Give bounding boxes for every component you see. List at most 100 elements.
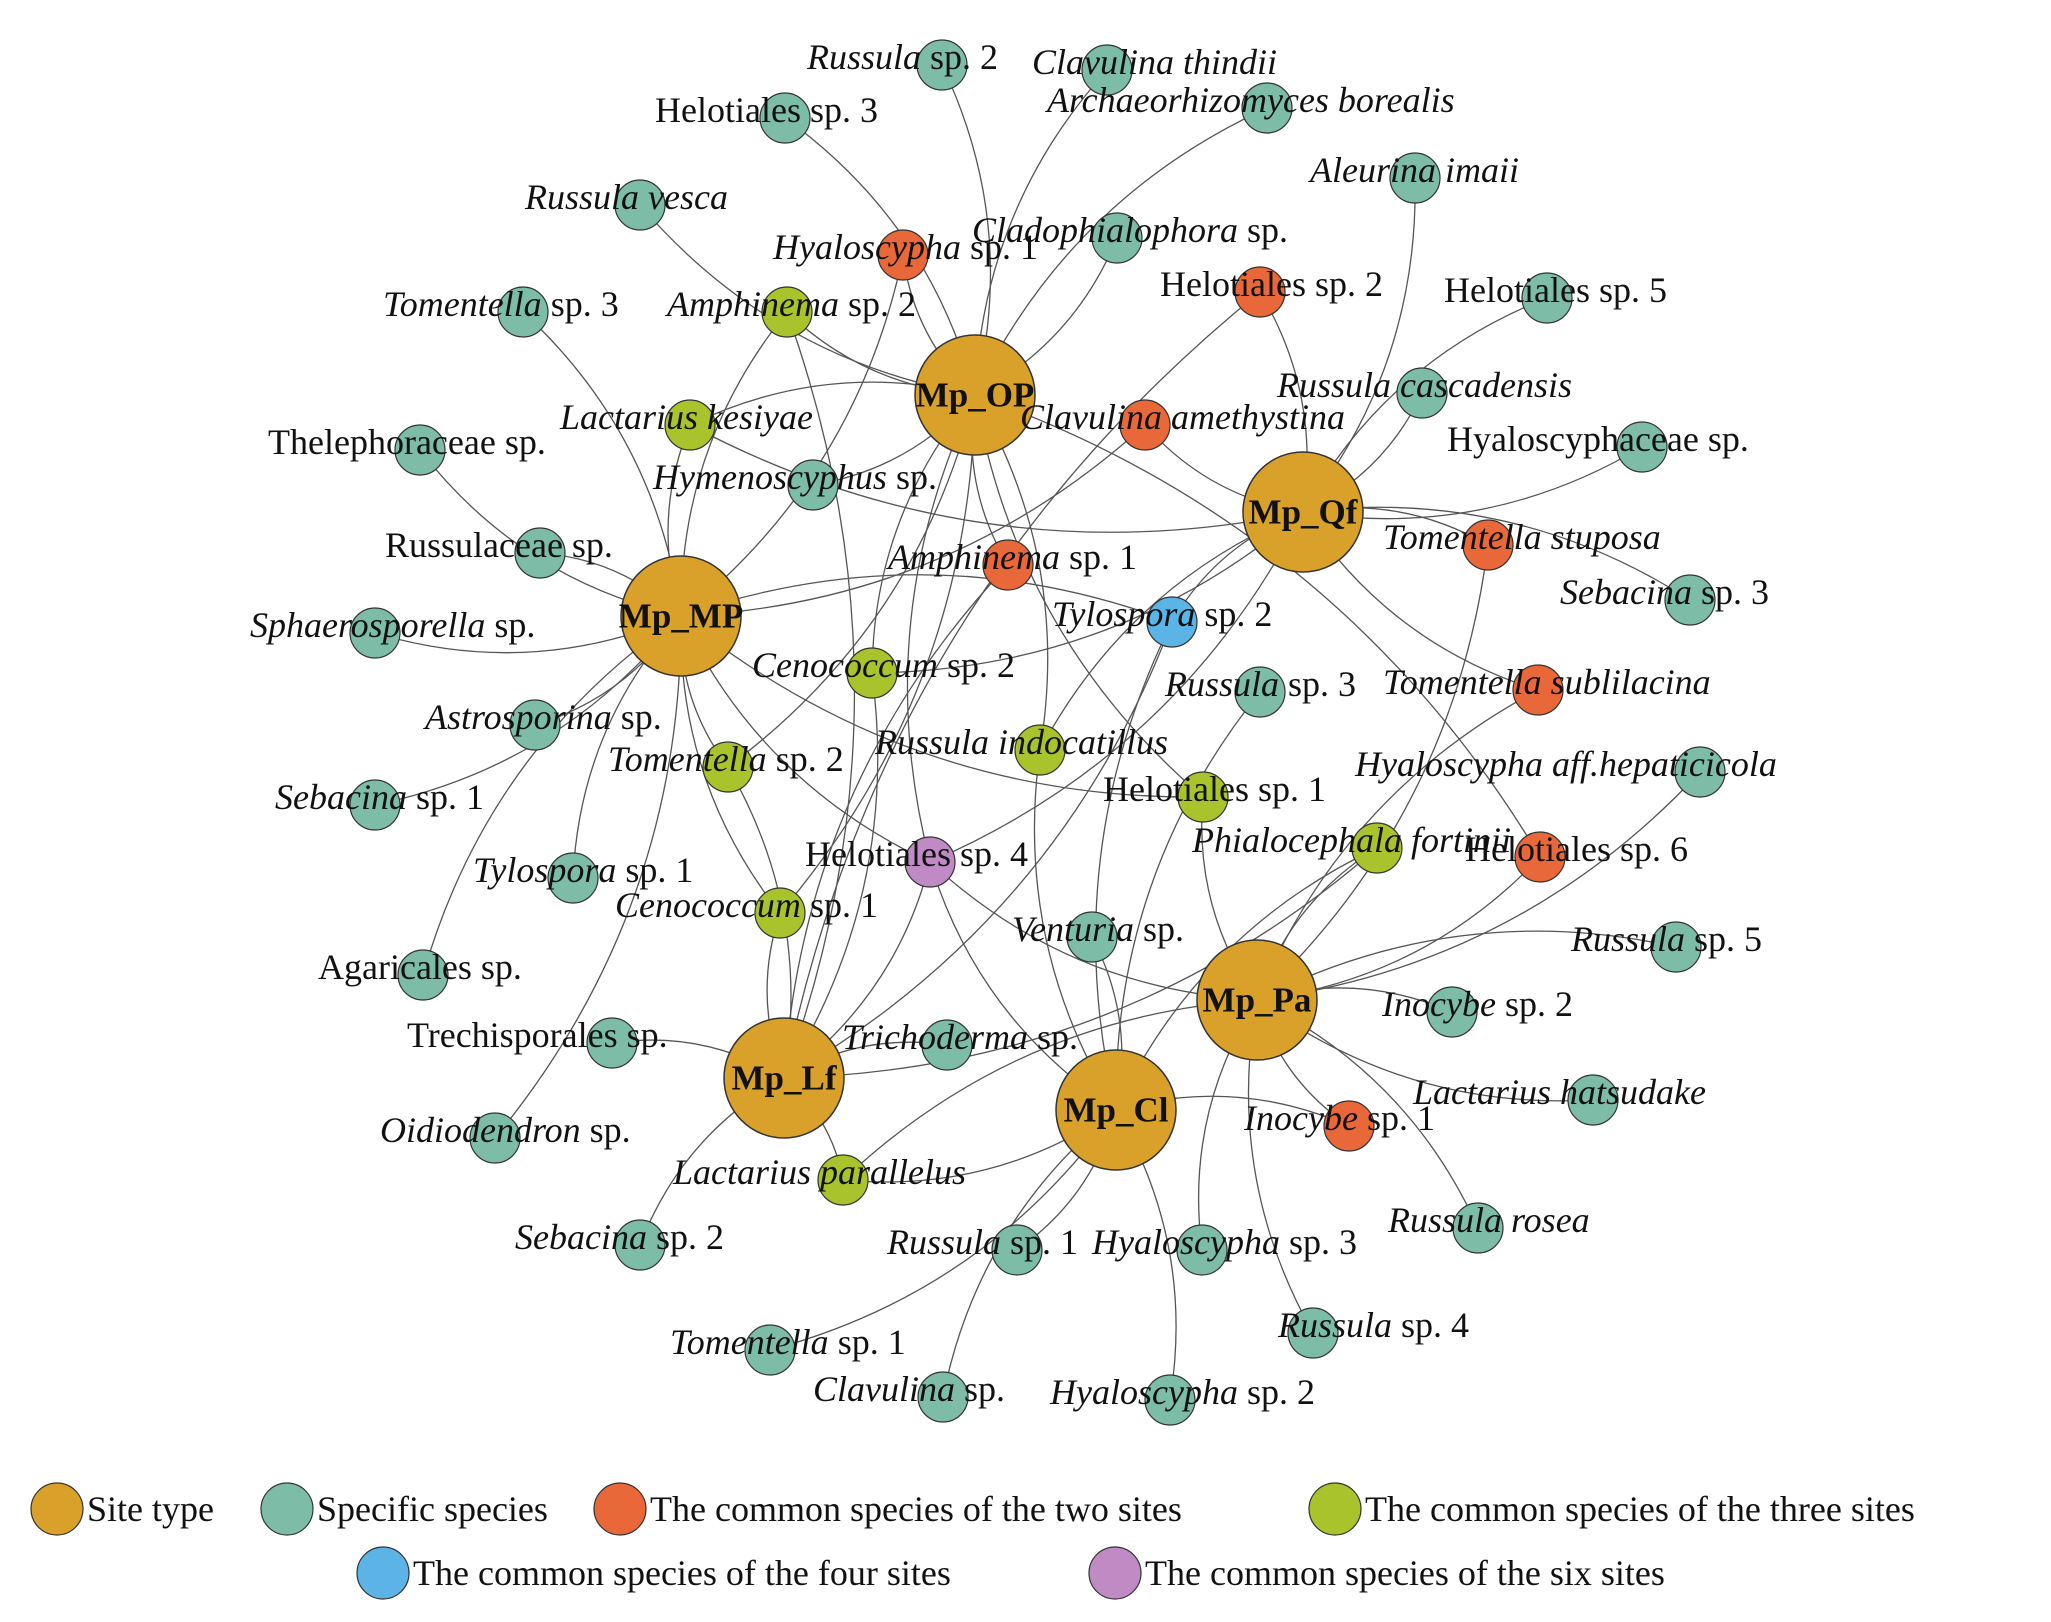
species-node-s50[interactable] (991, 1224, 1043, 1276)
species-node-s42[interactable] (1426, 986, 1478, 1038)
edge-s14-Qf (689, 424, 1304, 533)
legend-swatch-three (1308, 1482, 1362, 1536)
species-node-s56[interactable] (1144, 1374, 1196, 1426)
species-node-s2[interactable] (1081, 44, 1133, 96)
species-node-s13[interactable] (1396, 367, 1448, 419)
species-label-part-s12-0: Amphinema (665, 284, 839, 324)
species-node-s36[interactable] (1514, 831, 1566, 883)
species-node-s15[interactable] (1119, 399, 1171, 451)
species-label-part-s26-1: sp. 3 (1279, 664, 1356, 704)
species-node-s25[interactable] (846, 647, 898, 699)
species-node-s35[interactable] (904, 836, 956, 888)
species-node-s29[interactable] (702, 741, 754, 793)
site-node-Lf[interactable] (723, 1017, 845, 1139)
species-node-s55[interactable] (917, 1371, 969, 1423)
species-node-s14[interactable] (664, 399, 716, 451)
species-node-s3[interactable] (759, 92, 811, 144)
species-node-s22[interactable] (1664, 574, 1716, 626)
species-node-s5[interactable] (1389, 152, 1441, 204)
labels-layer: Russula sp. 2 Clavulina thindii Helotiales… (250, 37, 1777, 1412)
species-node-s4[interactable] (1241, 82, 1293, 134)
species-label-part-s40-1: sp. 5 (1685, 919, 1762, 959)
species-node-s18[interactable] (787, 459, 839, 511)
species-label-s13: Russula cascadensis (1276, 365, 1572, 405)
species-label-part-s32-1: sp. 1 (407, 777, 484, 817)
species-node-s37[interactable] (547, 852, 599, 904)
species-node-s6[interactable] (614, 179, 666, 231)
species-node-s16[interactable] (394, 424, 446, 476)
species-label-part-s1-0: Russula (806, 37, 921, 77)
edge-s48-Pa (842, 999, 1258, 1181)
species-node-s31[interactable] (1674, 746, 1726, 798)
species-label-s28: Astrosporina sp. (423, 697, 662, 737)
species-label-s47: Inocybe sp. 1 (1243, 1098, 1435, 1138)
species-node-s27[interactable] (1512, 664, 1564, 716)
species-node-s17[interactable] (1616, 421, 1668, 473)
species-node-s19[interactable] (514, 527, 566, 579)
species-label-s29: Tomentella sp. 2 (608, 739, 844, 779)
legend-swatch-six (1088, 1546, 1142, 1600)
species-node-s12[interactable] (761, 286, 813, 338)
species-node-s45[interactable] (1567, 1074, 1619, 1126)
species-node-s23[interactable] (1146, 596, 1198, 648)
species-node-s47[interactable] (1323, 1100, 1375, 1152)
species-node-s30[interactable] (1014, 724, 1066, 776)
site-node-Cl[interactable] (1055, 1049, 1177, 1171)
site-node-Pa[interactable] (1196, 939, 1318, 1061)
site-node-Qf[interactable] (1242, 451, 1364, 573)
site-node-MP[interactable] (620, 555, 742, 677)
edge-s29-OP (727, 394, 976, 768)
species-label-s7: Cladophialophora sp. (972, 210, 1288, 250)
species-node-s11[interactable] (497, 286, 549, 338)
edge-s35-Qf (929, 511, 1304, 863)
species-label-part-s50-1: sp. 1 (1001, 1222, 1078, 1262)
species-node-s9[interactable] (1234, 266, 1286, 318)
species-label-s42: Inocybe sp. 2 (1381, 984, 1573, 1024)
species-label-part-s39-1: sp. (1134, 909, 1184, 949)
site-node-OP[interactable] (914, 334, 1036, 456)
species-node-s49[interactable] (614, 1219, 666, 1271)
species-node-s24[interactable] (349, 607, 401, 659)
species-label-part-s13-0: Russula cascadensis (1276, 365, 1572, 405)
species-label-s55: Clavulina sp. (813, 1369, 1005, 1409)
species-node-s46[interactable] (469, 1112, 521, 1164)
species-node-s32[interactable] (349, 779, 401, 831)
species-node-s33[interactable] (1177, 771, 1229, 823)
species-node-s20[interactable] (1462, 519, 1514, 571)
species-label-part-s23-1: sp. 2 (1195, 594, 1272, 634)
species-node-s54[interactable] (744, 1324, 796, 1376)
species-label-part-s44-1: sp. (1028, 1017, 1078, 1057)
species-node-s38[interactable] (754, 887, 806, 939)
species-node-s53[interactable] (1287, 1307, 1339, 1359)
species-node-s41[interactable] (397, 949, 449, 1001)
species-node-s8[interactable] (877, 229, 929, 281)
species-node-s52[interactable] (1452, 1202, 1504, 1254)
species-label-s11: Tomentella sp. 3 (383, 284, 619, 324)
legend-label-specific: Specific species (317, 1489, 548, 1529)
species-node-s7[interactable] (1091, 212, 1143, 264)
species-node-s34[interactable] (1351, 822, 1403, 874)
species-label-part-s47-0: Inocybe (1243, 1098, 1358, 1138)
legend-swatch-two (593, 1482, 647, 1536)
species-node-s10[interactable] (1521, 272, 1573, 324)
species-node-s1[interactable] (916, 39, 968, 91)
species-label-s54: Tomentella sp. 1 (670, 1322, 906, 1362)
species-label-part-s54-0: Tomentella (670, 1322, 829, 1362)
species-node-s44[interactable] (921, 1019, 973, 1071)
species-label-part-s21-1: sp. 1 (1060, 537, 1137, 577)
species-node-s51[interactable] (1176, 1224, 1228, 1276)
species-label-part-s53-1: sp. 4 (1392, 1305, 1469, 1345)
species-node-s39[interactable] (1066, 911, 1118, 963)
species-node-s26[interactable] (1234, 666, 1286, 718)
species-node-s28[interactable] (509, 699, 561, 751)
species-label-s21: Amphinema sp. 1 (886, 537, 1137, 577)
legend-swatch-site (30, 1482, 84, 1536)
species-node-s21[interactable] (982, 539, 1034, 591)
legend-label-two: The common species of the two sites (650, 1489, 1182, 1529)
species-node-s48[interactable] (817, 1154, 869, 1206)
species-label-part-s10-0: Helotiales sp. 5 (1444, 270, 1667, 310)
species-node-s40[interactable] (1650, 921, 1702, 973)
species-label-s56: Hyaloscypha sp. 2 (1049, 1372, 1315, 1412)
species-node-s43[interactable] (586, 1017, 638, 1069)
species-label-part-s47-1: sp. 1 (1358, 1098, 1435, 1138)
